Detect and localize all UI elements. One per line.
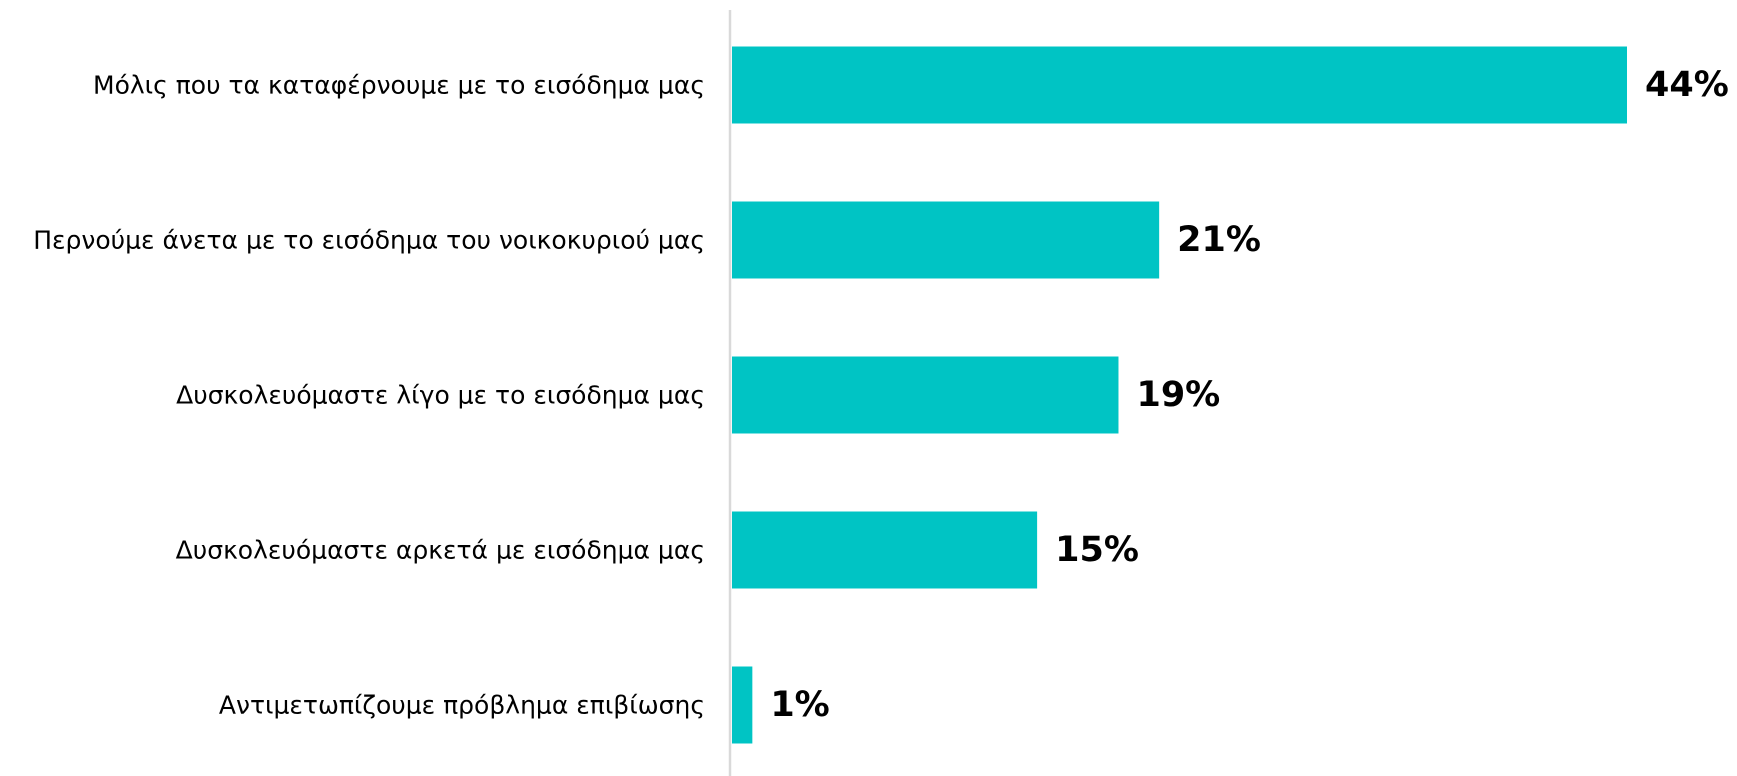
value-label-4: 15% [1055, 530, 1139, 570]
bar-4 [732, 511, 1038, 589]
value-label-1: 44% [1645, 65, 1729, 105]
category-label-2: Περνούμε άνετα με το εισόδημα του νοικοκ… [33, 226, 705, 255]
category-label-4: Δυσκολευόμαστε αρκετά με εισόδημα μας [176, 536, 705, 565]
value-labels-group: 44% 21% 19% 15% 1% [770, 65, 1728, 725]
bar-1 [732, 46, 1627, 124]
bar-2 [732, 201, 1160, 279]
category-label-3: Δυσκολευόμαστε λίγο με το εισόδημα μας [176, 381, 705, 410]
value-label-2: 21% [1177, 220, 1261, 260]
bars-group [732, 46, 1627, 744]
category-label-1: Μόλις που τα καταφέρνουμε με το εισόδημα… [93, 71, 705, 100]
bar-3 [732, 356, 1119, 434]
bar-5 [732, 666, 753, 744]
value-label-5: 1% [770, 685, 829, 725]
category-labels-group: Μόλις που τα καταφέρνουμε με το εισόδημα… [33, 71, 705, 720]
category-label-5: Αντιμετωπίζουμε πρόβλημα επιβίωσης [219, 691, 705, 720]
value-label-3: 19% [1136, 375, 1220, 415]
